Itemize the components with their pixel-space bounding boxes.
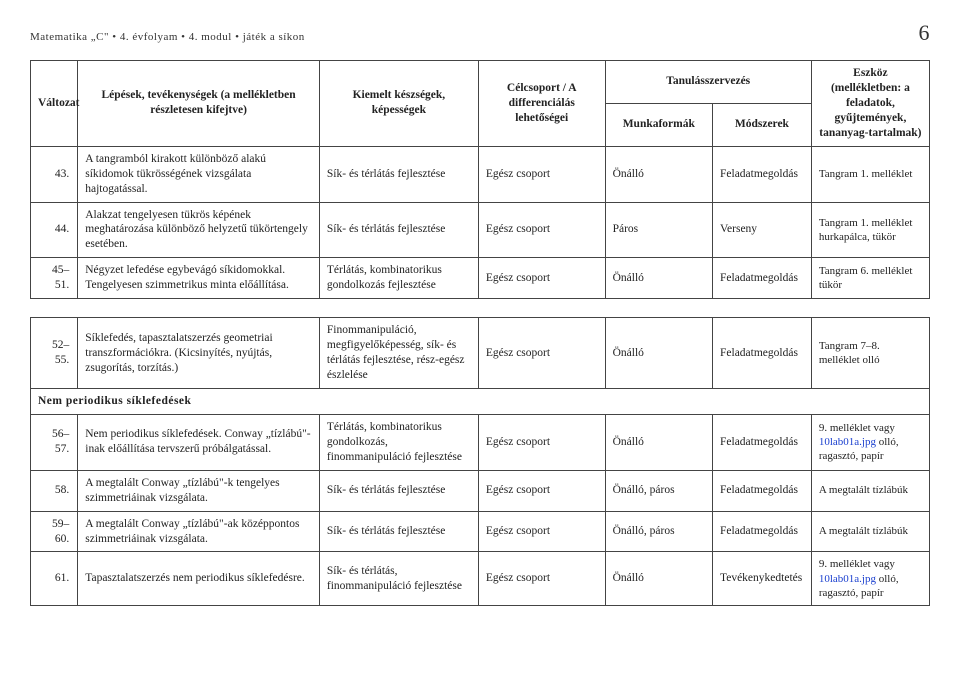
cell: 44. [31,202,78,258]
cell: Tevékenykedtetés [713,552,812,606]
header-title: Matematika „C" • 4. évfolyam • 4. modul … [30,31,305,43]
cell: Sík- és térlátás fejlesztése [319,511,478,552]
cell: Egész csoport [478,318,605,389]
cell: 45–51. [31,258,78,299]
cell: Önálló [605,146,712,202]
table-row: 58.A megtalált Conway „tízlábú"-k tengel… [31,470,930,511]
table-row: 56–57.Nem periodikus síklefedések. Conwa… [31,414,930,470]
table-row: 45–51.Négyzet lefedése egybevágó síkidom… [31,258,930,299]
cell: Önálló [605,414,712,470]
cell: Sík- és térlátás, finommanipuláció fejle… [319,552,478,606]
cell: 58. [31,470,78,511]
table-row: 61.Tapasztalatszerzés nem periodikus sík… [31,552,930,606]
th-methods: Módszerek [713,103,812,146]
cell: Nem periodikus síklefedések. Conway „tíz… [78,414,320,470]
cell: Páros [605,202,712,258]
section-heading-row: Nem periodikus síklefedések [31,388,930,414]
cell-tool: 9. melléklet vagy 10lab01a.jpg olló, rag… [811,552,929,606]
cell: Feladatmegoldás [713,414,812,470]
curriculum-table-2: 52–55.Síklefedés, tapasztalatszerzés geo… [30,317,930,606]
th-target: Célcsoport / A differenciálás lehetősége… [478,61,605,147]
th-forms: Munkaformák [605,103,712,146]
cell-tool: Tangram 1. melléklet hurkapálca, tükör [811,202,929,258]
th-steps: Lépések, tevékenységek (a mellékletben r… [78,61,320,147]
cell: Önálló [605,552,712,606]
cell: 59–60. [31,511,78,552]
cell: Feladatmegoldás [713,146,812,202]
cell-tool: Tangram 7–8. melléklet olló [811,318,929,389]
th-skills: Kiemelt készségek, képességek [319,61,478,147]
cell: Egész csoport [478,511,605,552]
cell-tool: Tangram 1. melléklet [811,146,929,202]
cell: A megtalált Conway „tízlábú"-k tengelyes… [78,470,320,511]
th-org: Tanulásszervezés [605,61,811,104]
cell: 52–55. [31,318,78,389]
page-header: Matematika „C" • 4. évfolyam • 4. modul … [30,20,930,46]
cell: Feladatmegoldás [713,258,812,299]
cell: 61. [31,552,78,606]
cell: Egész csoport [478,258,605,299]
cell: Négyzet lefedése egybevágó síkidomokkal.… [78,258,320,299]
th-tool: Eszköz (mellékletben: a feladatok, gyűjt… [811,61,929,147]
th-variant: Változat [31,61,78,147]
section-heading: Nem periodikus síklefedések [31,388,930,414]
cell: Sík- és térlátás fejlesztése [319,146,478,202]
cell: Egész csoport [478,146,605,202]
cell: Alakzat tengelyesen tükrös képének megha… [78,202,320,258]
table-row: 44.Alakzat tengelyesen tükrös képének me… [31,202,930,258]
cell: Egész csoport [478,470,605,511]
cell: 43. [31,146,78,202]
cell-tool: A megtalált tízlábúk [811,470,929,511]
cell: Feladatmegoldás [713,318,812,389]
cell: Tapasztalatszerzés nem periodikus síklef… [78,552,320,606]
cell: Térlátás, kombinatorikus gondolkozás, fi… [319,414,478,470]
cell-tool: A megtalált tízlábúk [811,511,929,552]
cell: Feladatmegoldás [713,470,812,511]
cell: Önálló [605,318,712,389]
curriculum-table-1: Változat Lépések, tevékenységek (a mellé… [30,60,930,299]
cell: Finommanipuláció, megfigyelőképesség, sí… [319,318,478,389]
cell: Síklefedés, tapasztalatszerzés geometria… [78,318,320,389]
cell: A tangramból kirakott különböző alakú sí… [78,146,320,202]
cell: Önálló [605,258,712,299]
page-number: 6 [919,20,931,46]
cell: Önálló, páros [605,511,712,552]
cell-tool: Tangram 6. melléklet tükör [811,258,929,299]
cell: Feladatmegoldás [713,511,812,552]
cell: Egész csoport [478,552,605,606]
cell: Verseny [713,202,812,258]
cell: Önálló, páros [605,470,712,511]
attachment-link[interactable]: 10lab01a.jpg [819,436,876,448]
cell: Sík- és térlátás fejlesztése [319,470,478,511]
cell: A megtalált Conway „tízlábú"-ak középpon… [78,511,320,552]
attachment-link[interactable]: 10lab01a.jpg [819,573,876,585]
cell-tool: 9. melléklet vagy 10lab01a.jpg olló, rag… [811,414,929,470]
cell: Egész csoport [478,414,605,470]
cell: Térlátás, kombinatorikus gondolkozás fej… [319,258,478,299]
table-row: 52–55.Síklefedés, tapasztalatszerzés geo… [31,318,930,389]
table-row: 43.A tangramból kirakott különböző alakú… [31,146,930,202]
table-row: 59–60.A megtalált Conway „tízlábú"-ak kö… [31,511,930,552]
cell: 56–57. [31,414,78,470]
cell: Egész csoport [478,202,605,258]
table-head: Változat Lépések, tevékenységek (a mellé… [31,61,930,147]
cell: Sík- és térlátás fejlesztése [319,202,478,258]
